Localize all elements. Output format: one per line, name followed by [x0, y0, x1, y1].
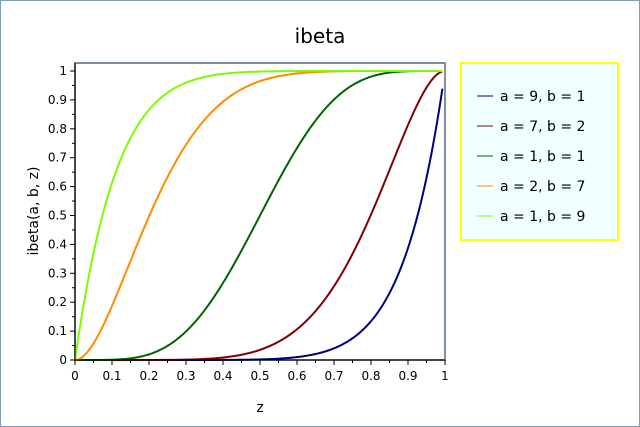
y-tick-label: 0.6	[48, 180, 67, 194]
y-tick-label: 1	[59, 64, 67, 78]
y-tick-label: 0.8	[48, 122, 67, 136]
x-tick-label: 0.9	[398, 369, 417, 383]
y-tick-label: 0.7	[48, 151, 67, 165]
chart-title: ibeta	[295, 24, 346, 48]
x-tick-label: 0.2	[139, 369, 158, 383]
x-tick-label: 0.4	[213, 369, 232, 383]
x-tick-label: 0.8	[361, 369, 380, 383]
y-tick-label: 0.5	[48, 209, 67, 223]
x-tick-label: 0.6	[287, 369, 306, 383]
legend-label: a = 1, b = 1	[500, 149, 585, 165]
y-tick-label: 0.9	[48, 93, 67, 107]
x-tick-label: 0.1	[102, 369, 121, 383]
x-tick-label: 0.5	[250, 369, 269, 383]
y-tick-label: 0.1	[48, 324, 67, 338]
series-line	[74, 70, 443, 361]
axes: 0 0.1 0.2 0.3 0.4 0.5 0.6 0.7 0.8 0.9 1 0 0.1 0.2 0.3 0…	[48, 63, 449, 383]
legend-label: a = 9, b = 1	[500, 89, 585, 105]
plot-area	[74, 62, 446, 361]
series-line	[74, 70, 443, 361]
legend: a = 9, b = 1 a = 7, b = 2 a = 1, b = 1 a = …	[477, 89, 585, 225]
legend-label: a = 2, b = 7	[500, 179, 585, 195]
curves	[74, 70, 444, 361]
legend-box	[460, 62, 619, 241]
series-line	[75, 88, 444, 361]
y-tick-label: 0	[59, 353, 67, 367]
y-tick-label: 0.4	[48, 237, 67, 251]
y-tick-label: 0.3	[48, 266, 67, 280]
legend-label: a = 1, b = 9	[500, 209, 585, 225]
x-tick-label: 0.3	[176, 369, 195, 383]
series-line	[75, 70, 443, 361]
legend-label: a = 7, b = 2	[500, 119, 585, 135]
x-tick-label: 0.7	[324, 369, 343, 383]
x-axis-label: z	[256, 400, 263, 416]
y-axis-label: ibeta(a, b, z)	[26, 167, 42, 256]
series-line	[75, 70, 443, 361]
x-tick-label: 1	[441, 369, 449, 383]
x-tick-label: 0	[71, 369, 79, 383]
y-tick-label: 0.2	[48, 295, 67, 309]
